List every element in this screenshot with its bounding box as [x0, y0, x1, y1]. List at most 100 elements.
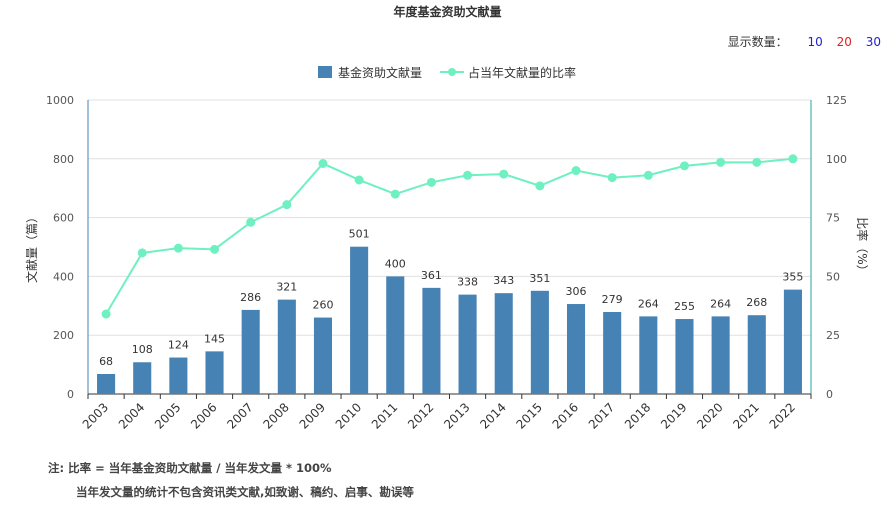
y2-tick-label: 25: [826, 329, 840, 342]
ratio-point: [463, 170, 473, 180]
x-tick-label: 2019: [658, 400, 689, 431]
bar: [313, 317, 333, 394]
x-tick-label: 2013: [441, 400, 472, 431]
y2-tick-label: 0: [826, 388, 833, 401]
x-tick-label: 2005: [152, 400, 183, 431]
ratio-point: [137, 248, 147, 258]
ratio-point: [499, 169, 509, 179]
y-tick-label: 400: [53, 270, 74, 283]
bar: [639, 316, 658, 394]
bar: [458, 294, 477, 394]
display-count-selector: 显示数量： 10 20 30: [728, 33, 881, 50]
ratio-point: [535, 181, 545, 191]
bar-value-label: 501: [349, 228, 370, 241]
bar: [386, 276, 405, 394]
bar-value-label: 321: [276, 281, 297, 294]
chart-notes: 注: 比率 = 当年基金资助文献量 / 当年发文量 * 100% 当年发文量的统…: [48, 456, 414, 504]
display-count-label: 显示数量：: [727, 35, 788, 49]
y-tick-label: 800: [53, 153, 74, 166]
ratio-point: [716, 157, 726, 167]
x-tick-label: 2020: [694, 400, 725, 431]
bar-value-label: 286: [240, 291, 261, 304]
x-tick-label: 2014: [477, 400, 508, 431]
bar: [566, 304, 586, 394]
x-tick-label: 2021: [730, 400, 761, 431]
bar: [603, 311, 622, 394]
bar-value-label: 361: [421, 269, 442, 282]
ratio-point: [390, 189, 400, 199]
x-tick-label: 2003: [80, 400, 111, 431]
x-tick-label: 2022: [767, 400, 798, 431]
bar: [277, 299, 296, 394]
bar-value-label: 264: [710, 297, 731, 310]
ratio-point: [246, 217, 256, 227]
bar-value-label: 68: [99, 355, 113, 368]
ratio-point: [282, 200, 292, 210]
display-count-option-10[interactable]: 10: [807, 35, 823, 49]
x-tick-label: 2017: [586, 400, 617, 431]
legend-bar-label: 基金资助文献量: [338, 65, 422, 80]
bar-value-label: 306: [566, 285, 587, 298]
x-tick-label: 2016: [550, 400, 581, 431]
bar: [494, 293, 513, 394]
bar-value-label: 145: [204, 332, 225, 345]
legend-line-marker: [448, 68, 456, 76]
legend-bar-swatch: [318, 66, 332, 78]
x-tick-label: 2010: [333, 400, 364, 431]
x-tick-label: 2018: [622, 400, 653, 431]
y2-tick-label: 125: [826, 94, 847, 107]
y-tick-label: 600: [53, 212, 74, 225]
bar-value-label: 124: [168, 339, 189, 352]
ratio-point: [426, 177, 436, 187]
display-count-option-20[interactable]: 20: [836, 35, 852, 49]
bar-value-label: 264: [638, 297, 659, 310]
y-tick-label: 200: [53, 329, 74, 342]
bar: [711, 316, 730, 394]
bar-value-label: 108: [132, 343, 153, 356]
y2-tick-label: 50: [826, 270, 840, 283]
note-ratio-formula: 注: 比率 = 当年基金资助文献量 / 当年发文量 * 100%: [48, 461, 332, 475]
x-tick-label: 2012: [405, 400, 436, 431]
bar: [350, 246, 369, 394]
legend-line-label: 占当年文献量的比率: [468, 65, 576, 80]
ratio-point: [210, 244, 220, 254]
chart-title: 年度基金资助文献量: [393, 5, 502, 19]
bar: [133, 362, 152, 394]
bar: [783, 289, 802, 394]
y2-tick-label: 75: [826, 212, 840, 225]
ratio-point: [607, 173, 617, 183]
x-tick-label: 2007: [224, 400, 255, 431]
bar: [241, 309, 260, 394]
y2-axis-title: 比率（%）: [855, 217, 870, 276]
bar-value-label: 351: [529, 272, 550, 285]
ratio-point: [101, 309, 111, 319]
y-tick-label: 1000: [46, 94, 74, 107]
chart-canvas: 0 200 400 600 800 1000 0 25 50 75 100 125 68 2003 108 2…: [24, 65, 870, 432]
bar-value-label: 268: [746, 296, 767, 309]
x-tick-label: 2004: [116, 400, 147, 431]
bar: [747, 315, 766, 394]
x-tick-label: 2009: [297, 400, 328, 431]
note-exclusions: 当年发文量的统计不包含资讯类文献,如致谢、稿约、启事、勘误等: [76, 485, 414, 499]
y-tick-label: 0: [67, 388, 74, 401]
ratio-point: [571, 166, 581, 176]
bar-value-label: 343: [493, 274, 514, 287]
bar-value-label: 338: [457, 276, 478, 289]
bar-value-label: 400: [385, 257, 406, 270]
bar: [97, 374, 116, 394]
ratio-point: [679, 161, 689, 171]
bar-value-label: 279: [602, 293, 623, 306]
bar-value-label: 355: [782, 271, 803, 284]
bar: [675, 319, 694, 394]
bar-value-label: 260: [312, 299, 333, 312]
ratio-point: [752, 157, 762, 167]
ratio-line: [105, 157, 794, 315]
y-axis-title: 文献量（篇）: [24, 211, 39, 283]
x-tick-label: 2008: [260, 400, 291, 431]
ratio-point: [354, 175, 364, 185]
bar: [422, 287, 441, 394]
ratio-point: [173, 243, 183, 253]
x-tick-label: 2006: [188, 400, 219, 431]
display-count-option-30[interactable]: 30: [865, 35, 881, 49]
x-tick-label: 2015: [513, 400, 544, 431]
